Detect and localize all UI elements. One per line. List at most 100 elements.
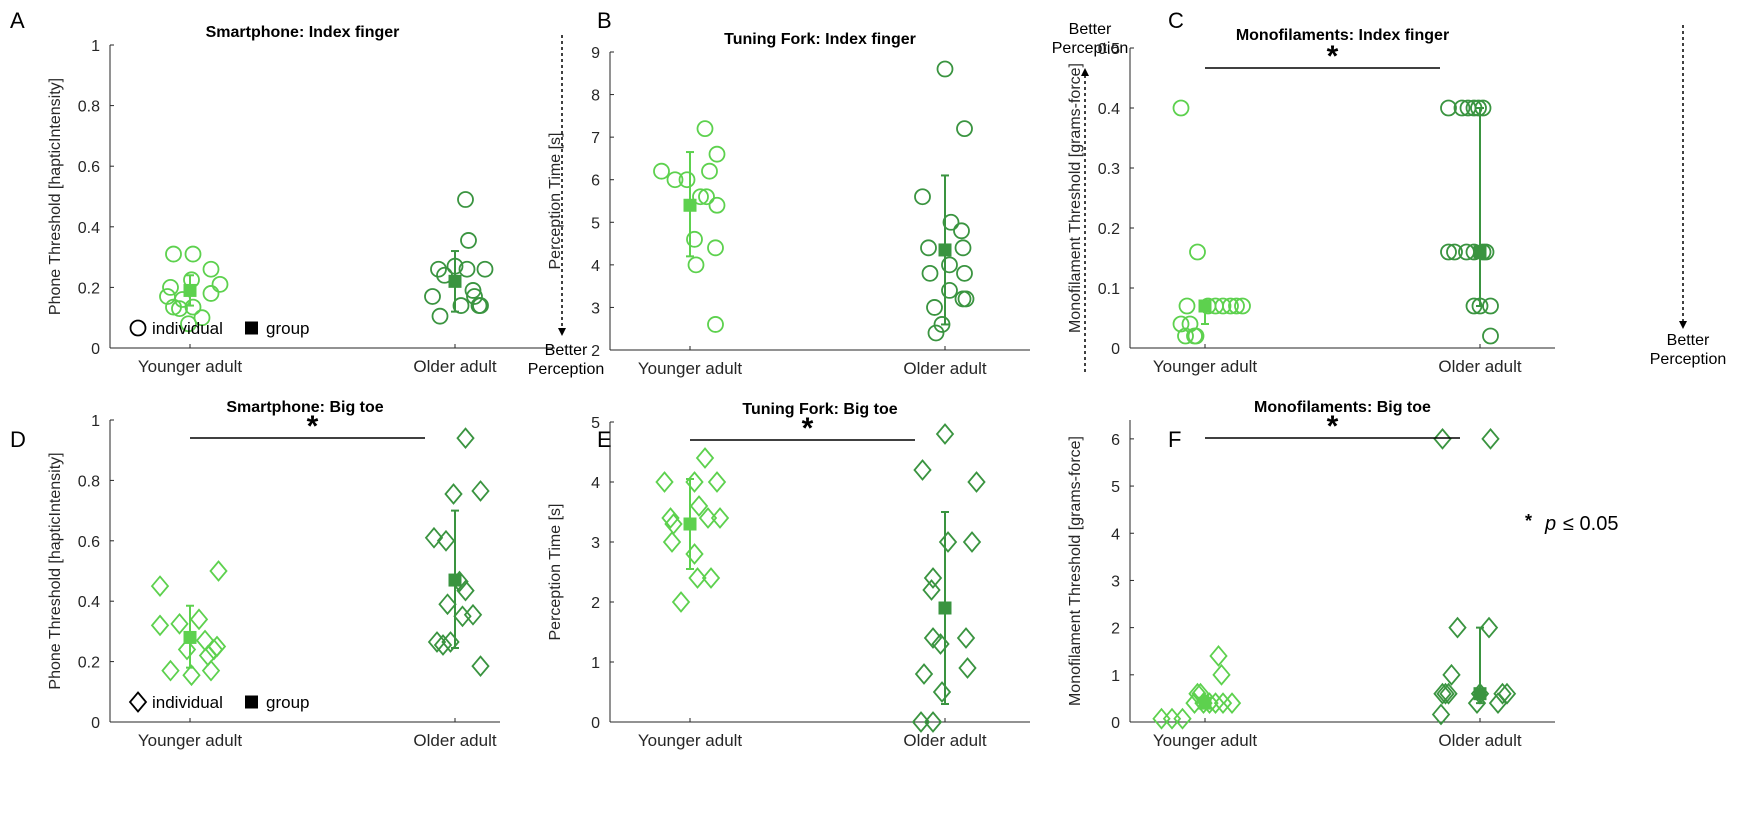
data-point — [1178, 297, 1196, 315]
data-point — [453, 605, 472, 628]
y-tick-label: 0 — [91, 715, 100, 732]
arrow-label: Better — [545, 342, 588, 359]
y-tick-label: 0 — [1111, 341, 1120, 358]
group-mean-marker — [683, 517, 697, 531]
data-point — [1474, 99, 1492, 117]
legend-individual-marker — [128, 691, 148, 713]
data-point — [954, 239, 972, 257]
y-tick-label: 4 — [591, 258, 600, 275]
y-tick-label: 0.2 — [78, 655, 100, 672]
data-point — [698, 507, 718, 529]
data-point — [202, 285, 220, 302]
data-point — [456, 579, 475, 602]
panel-letter: C — [1168, 8, 1184, 33]
data-point — [1222, 297, 1239, 315]
better-perception-annotation: Better Perception — [528, 35, 605, 378]
data-point — [708, 145, 726, 163]
data-point — [921, 264, 939, 282]
p-note-text: ≤ 0.05 — [1563, 513, 1618, 535]
group-mean-marker — [1473, 687, 1487, 701]
data-point — [1442, 663, 1461, 686]
p-note-symbol: p — [1544, 513, 1556, 535]
p-note-star: * — [1525, 511, 1532, 531]
significance-star: * — [1327, 410, 1339, 443]
data-point — [471, 480, 490, 502]
arrow-label: Perception — [1650, 351, 1727, 368]
panel-c: C Monofilaments: Index finger 0 0.1 0.2 0.3 0.… — [1067, 8, 1726, 376]
chart-title: Monofilaments: Big toe — [1254, 399, 1431, 416]
series-younger — [1172, 99, 1251, 345]
y-tick-label: 5 — [591, 415, 600, 432]
data-point — [701, 567, 721, 589]
y-tick-label: 0.2 — [1098, 221, 1120, 238]
arrow-label: Perception — [528, 361, 605, 378]
chart-title: Monofilaments: Index finger — [1236, 27, 1449, 44]
significance-star: * — [307, 410, 319, 443]
data-point — [942, 213, 960, 231]
legend-group-label: group — [266, 319, 309, 338]
data-point — [941, 281, 958, 299]
data-point — [180, 315, 197, 333]
y-tick-label: 0 — [591, 715, 600, 732]
data-point — [1228, 297, 1245, 315]
y-tick-label: 0.1 — [1098, 281, 1120, 298]
panel-e: E Tuning Fork: Big toe 0 1 2 3 4 5 Younger adult… — [547, 401, 1030, 750]
chart-title: Smartphone: Big toe — [226, 399, 383, 416]
data-point — [653, 162, 670, 180]
panel-letter: D — [10, 427, 26, 452]
data-point — [692, 188, 709, 206]
data-point — [1214, 297, 1232, 315]
data-point — [1439, 682, 1458, 705]
y-tick-label: 5 — [1111, 479, 1120, 496]
data-point — [914, 663, 934, 685]
data-point — [1152, 707, 1171, 730]
data-point — [707, 316, 724, 333]
y-axis-label: Perception Time [s] — [547, 133, 564, 270]
data-point — [198, 644, 218, 667]
data-point — [171, 300, 188, 318]
data-point — [211, 275, 229, 293]
legend-individual-label: individual — [152, 319, 223, 338]
data-point — [962, 531, 982, 553]
data-point — [661, 507, 680, 529]
panel-letter: B — [597, 8, 612, 33]
x-tick-label: Younger adult — [638, 731, 743, 750]
data-point — [464, 282, 482, 299]
p-value-note: * p ≤ 0.05 — [1525, 511, 1618, 535]
data-point — [698, 188, 715, 206]
data-point — [456, 427, 475, 450]
data-point — [923, 711, 943, 733]
data-point — [209, 560, 228, 582]
group-mean-marker — [448, 573, 462, 587]
y-tick-label: 0.8 — [78, 473, 100, 490]
data-point — [707, 239, 724, 257]
data-point — [424, 526, 444, 549]
x-tick-label: Younger adult — [1153, 731, 1258, 750]
data-point — [923, 627, 943, 649]
data-point — [1212, 663, 1231, 686]
data-point — [678, 171, 696, 189]
data-point — [685, 543, 704, 565]
data-point — [177, 638, 197, 661]
chart-title: Smartphone: Index finger — [206, 24, 400, 41]
data-point — [1209, 645, 1228, 667]
y-tick-label: 4 — [1111, 526, 1120, 543]
y-axis-label: Phone Threshold [hapticIntensity] — [47, 78, 64, 315]
data-point — [1493, 682, 1512, 705]
series-older — [424, 427, 490, 678]
data-point — [938, 531, 958, 553]
x-tick-label: Older adult — [903, 731, 986, 750]
data-point — [1470, 99, 1487, 117]
series-younger — [653, 120, 726, 333]
data-point — [936, 60, 954, 78]
y-tick-label: 0.6 — [78, 159, 100, 176]
y-tick-label: 9 — [591, 45, 600, 62]
data-point — [472, 297, 489, 314]
data-point — [1222, 692, 1242, 715]
data-point — [671, 591, 691, 613]
y-axis-label: Phone Threshold [hapticIntensity] — [47, 452, 64, 689]
data-point — [655, 471, 674, 493]
data-point — [460, 232, 477, 249]
group-mean-marker — [448, 274, 462, 288]
